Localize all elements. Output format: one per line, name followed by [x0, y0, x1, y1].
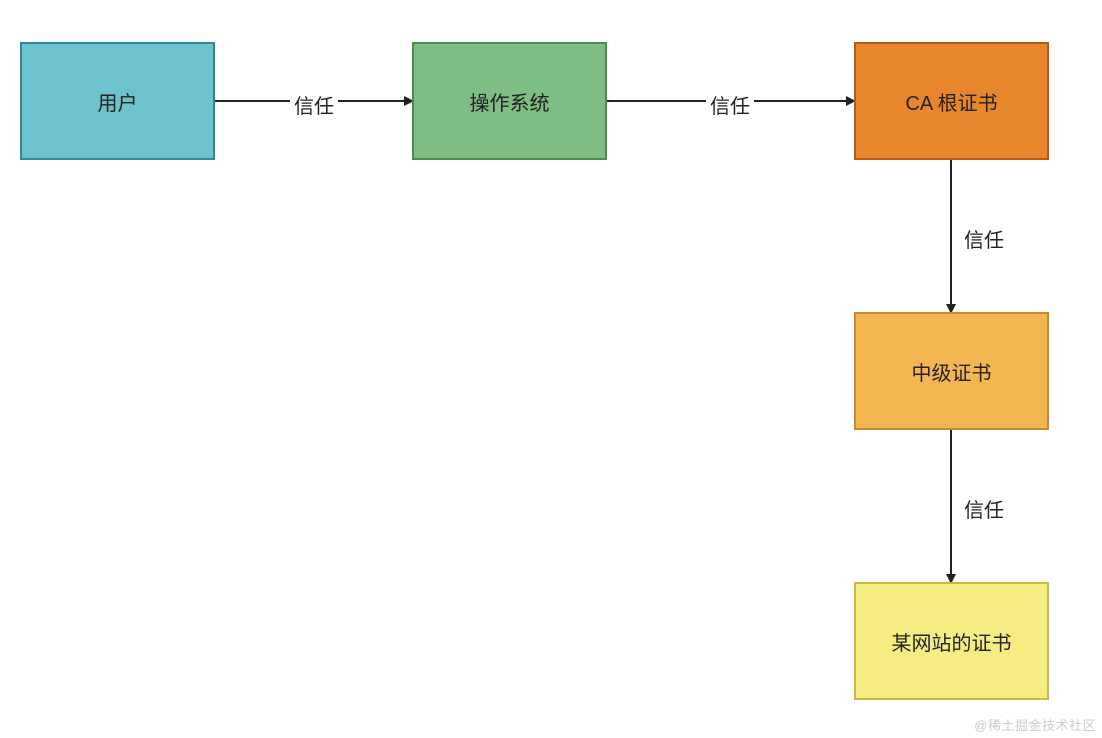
edge-label-e2: 信任: [706, 90, 754, 119]
edge-label-e1: 信任: [290, 90, 338, 119]
node-label-os: 操作系统: [470, 87, 550, 116]
edge-label-e4: 信任: [960, 494, 1008, 523]
trust-chain-diagram: 用户操作系统CA 根证书中级证书某网站的证书 信任信任信任信任 @稀土掘金技术社…: [0, 0, 1102, 738]
node-label-user: 用户: [98, 87, 138, 116]
node-label-site-cert: 某网站的证书: [892, 627, 1012, 656]
edge-label-e3: 信任: [960, 224, 1008, 253]
watermark-text: @稀土掘金技术社区: [974, 715, 1096, 734]
node-root-ca: CA 根证书: [854, 42, 1049, 160]
node-intermediate: 中级证书: [854, 312, 1049, 430]
node-label-root-ca: CA 根证书: [905, 87, 997, 116]
node-label-intermediate: 中级证书: [912, 357, 992, 386]
node-os: 操作系统: [412, 42, 607, 160]
node-user: 用户: [20, 42, 215, 160]
node-site-cert: 某网站的证书: [854, 582, 1049, 700]
